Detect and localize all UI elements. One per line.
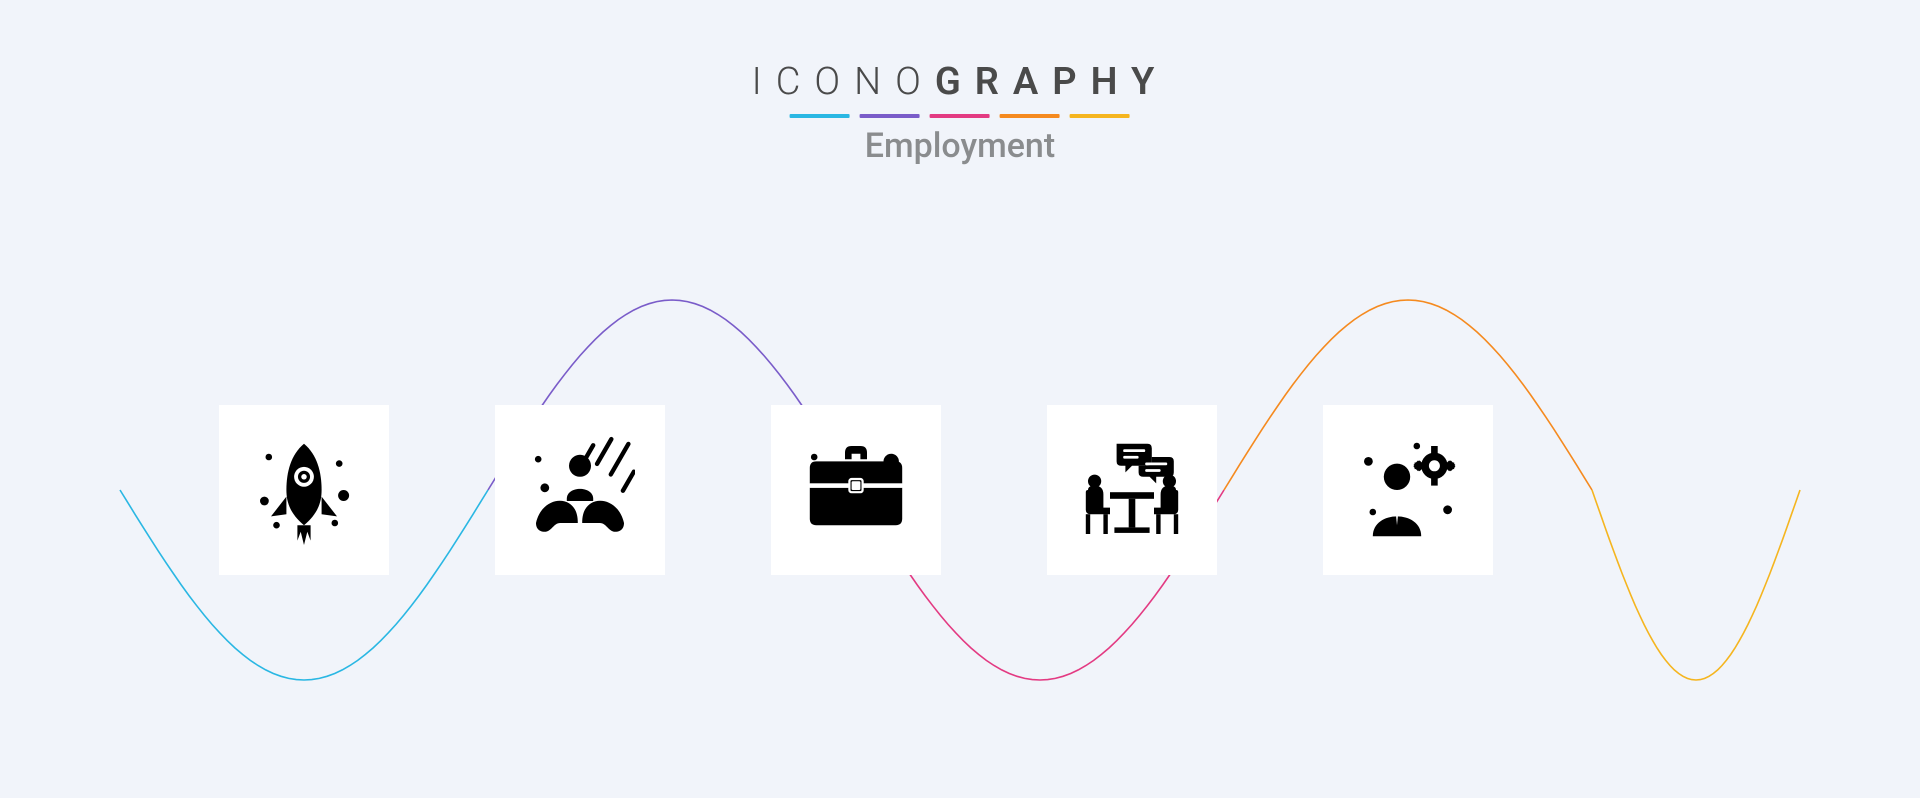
infographic-stage: ICONOGRAPHY Employment (0, 0, 1920, 798)
header: ICONOGRAPHY Employment (752, 60, 1169, 166)
accent-bar (790, 114, 850, 118)
meeting-icon (1077, 435, 1187, 545)
title-light: ICONO (752, 60, 935, 104)
accent-bar (1000, 114, 1060, 118)
employee-care-icon (525, 435, 635, 545)
briefcase-icon (801, 435, 911, 545)
title-bold: GRAPHY (935, 60, 1169, 104)
icon-card (1047, 405, 1217, 575)
wave-segment (1592, 490, 1800, 680)
icon-card (495, 405, 665, 575)
icon-card (219, 405, 389, 575)
rocket-launch-icon (249, 435, 359, 545)
accent-bar (1070, 114, 1130, 118)
icon-card (771, 405, 941, 575)
page-title: ICONOGRAPHY (752, 60, 1169, 104)
person-gear-icon (1353, 435, 1463, 545)
icon-card (1323, 405, 1493, 575)
accent-bar (860, 114, 920, 118)
accent-bar (930, 114, 990, 118)
accent-underline (752, 114, 1169, 118)
subtitle: Employment (752, 126, 1169, 166)
